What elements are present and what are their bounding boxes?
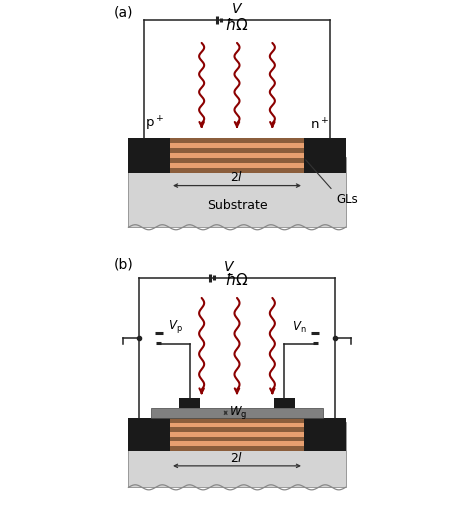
Bar [128, 157, 346, 227]
Bar [128, 446, 346, 450]
Bar [170, 441, 304, 446]
Bar [128, 423, 346, 427]
Text: Substrate: Substrate [207, 199, 267, 212]
Bar [170, 137, 304, 143]
Bar [128, 427, 346, 432]
Bar [170, 418, 304, 423]
Bar [128, 147, 346, 153]
Text: $2l$: $2l$ [230, 450, 244, 465]
Bar [170, 427, 304, 432]
Bar [128, 432, 346, 437]
Bar [128, 168, 346, 173]
Text: $\hbar\Omega$: $\hbar\Omega$ [225, 17, 249, 33]
Bar [170, 432, 304, 437]
Text: $W_{\rm g}$: $W_{\rm g}$ [229, 405, 247, 421]
Bar [304, 137, 346, 173]
Text: $V$: $V$ [231, 3, 243, 17]
Text: $V_{\rm n}$: $V_{\rm n}$ [292, 320, 306, 334]
Bar [128, 418, 346, 423]
Bar [170, 437, 304, 441]
Text: $V$: $V$ [223, 260, 236, 274]
Bar [273, 398, 295, 408]
Text: $V_{\rm p}$: $V_{\rm p}$ [168, 318, 182, 334]
Bar [128, 137, 346, 143]
Bar [170, 158, 304, 163]
Bar [128, 418, 170, 450]
Bar [128, 437, 346, 441]
Bar [128, 158, 346, 163]
Bar [128, 142, 346, 147]
Bar [304, 418, 346, 450]
Bar [170, 163, 304, 168]
Bar [151, 408, 323, 418]
Bar [128, 163, 346, 168]
Text: GLs: GLs [337, 193, 358, 206]
Text: $\mathrm{n}^+$: $\mathrm{n}^+$ [310, 117, 328, 132]
Bar [170, 142, 304, 147]
Text: (b): (b) [113, 258, 133, 272]
Bar [128, 153, 346, 158]
Bar [128, 441, 346, 446]
Bar [170, 147, 304, 153]
Bar [128, 422, 346, 487]
Text: (a): (a) [113, 5, 133, 19]
Bar [170, 446, 304, 450]
Bar [170, 168, 304, 173]
Bar [170, 153, 304, 158]
Bar [170, 423, 304, 427]
Bar [128, 137, 170, 173]
Text: $\hbar\Omega$: $\hbar\Omega$ [225, 272, 249, 288]
Bar [179, 398, 201, 408]
Text: $2l$: $2l$ [230, 170, 244, 184]
Text: $\mathrm{p}^+$: $\mathrm{p}^+$ [146, 114, 164, 132]
